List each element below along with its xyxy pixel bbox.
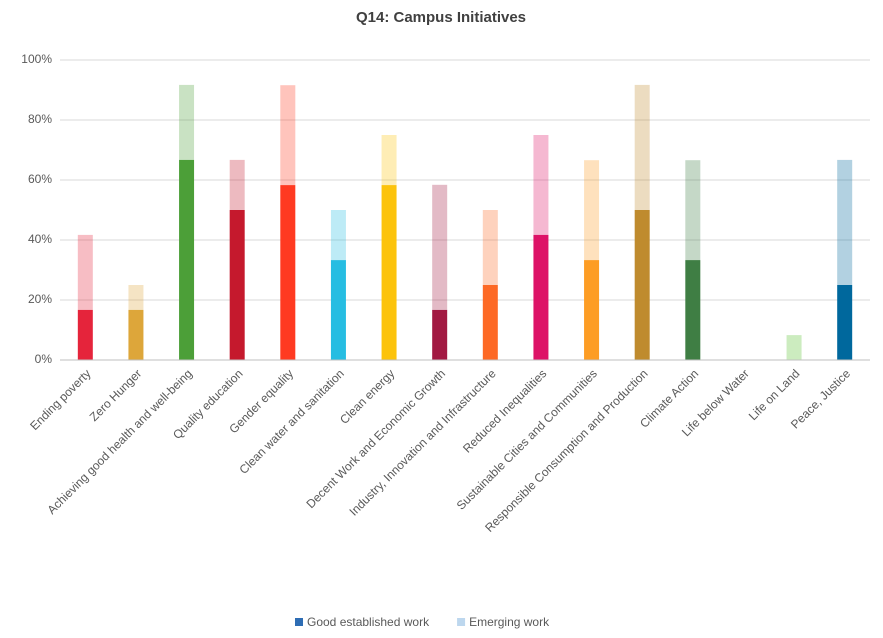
- bar-segment: [533, 234, 549, 360]
- bar-segment: [330, 260, 346, 360]
- bar-segment: [77, 234, 93, 310]
- legend-label: Good established work: [307, 615, 430, 629]
- legend-label: Emerging work: [469, 615, 550, 629]
- bar-segment: [381, 135, 397, 186]
- bar-segment: [381, 185, 397, 360]
- bar-segment: [685, 260, 701, 360]
- x-tick-label: Reduced Inequalities: [460, 366, 549, 455]
- bar-segment: [128, 285, 144, 310]
- bar-segment: [837, 159, 853, 285]
- bar-segment: [179, 84, 195, 160]
- bar-segment: [634, 84, 650, 210]
- y-tick-label: 20%: [28, 292, 52, 306]
- bar-segment: [77, 309, 93, 360]
- bar-segment: [179, 159, 195, 360]
- bar-segment: [229, 210, 245, 360]
- bar-segment: [432, 184, 448, 310]
- bar-segment: [432, 309, 448, 360]
- legend-swatch: [457, 618, 466, 626]
- bar-segment: [685, 160, 701, 261]
- legend-swatch: [295, 618, 303, 626]
- bar-segment: [584, 260, 600, 360]
- bar-segment: [837, 285, 853, 360]
- bar-segment: [330, 210, 346, 261]
- y-tick-label: 40%: [28, 232, 52, 246]
- bar-segment: [786, 335, 802, 360]
- bar-segment: [229, 159, 245, 210]
- bar-segment: [533, 135, 549, 235]
- x-tick-label: Ending poverty: [27, 366, 94, 433]
- bar-segment: [128, 309, 144, 360]
- y-tick-label: 80%: [28, 112, 52, 126]
- bar-segment: [634, 210, 650, 360]
- bar-segment: [280, 85, 296, 186]
- bar-segment: [482, 210, 498, 285]
- bar-segment: [584, 160, 600, 261]
- y-tick-label: 100%: [21, 52, 52, 66]
- y-tick-label: 60%: [28, 172, 52, 186]
- x-tick-label: Clean water and sanitation: [236, 366, 346, 476]
- chart-title: Q14: Campus Initiatives: [356, 9, 526, 26]
- bar-segment: [280, 185, 296, 360]
- y-tick-label: 0%: [35, 352, 53, 366]
- bar-segment: [482, 285, 498, 360]
